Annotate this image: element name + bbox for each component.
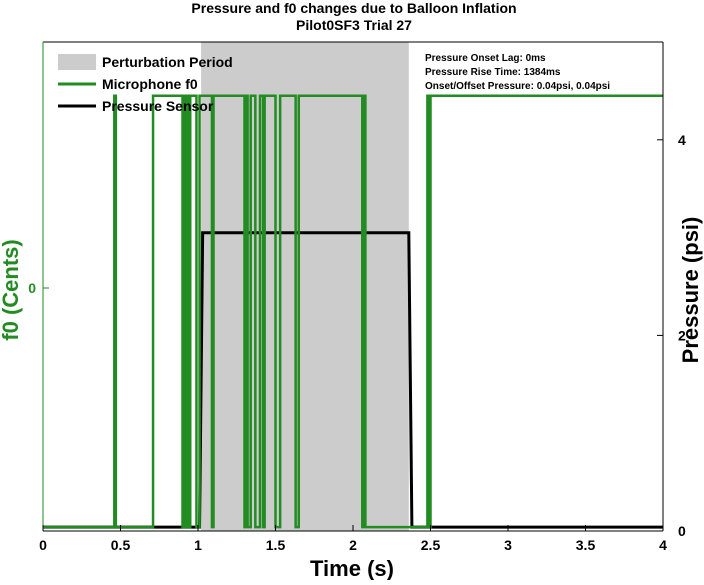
chart-subtitle: Pilot0SF3 Trial 27 — [296, 17, 412, 33]
legend-label: Microphone f0 — [102, 76, 198, 92]
x-tick-label: 0 — [39, 537, 47, 553]
x-axis-label: Time (s) — [310, 556, 394, 580]
x-tick-label: 0.5 — [111, 537, 131, 553]
chart-title: Pressure and f0 changes due to Balloon I… — [191, 0, 516, 16]
x-tick-label: 1 — [194, 537, 202, 553]
legend-label: Pressure Sensor — [102, 98, 214, 114]
right-axis-label: Pressure (psi) — [678, 217, 703, 364]
annotations: Pressure Onset Lag: 0ms Pressure Rise Tim… — [425, 53, 610, 92]
series-pressure-sensor — [43, 231, 663, 529]
legend-label: Perturbation Period — [102, 54, 233, 70]
annotation-text: Pressure Rise Time: 1384ms — [425, 67, 561, 78]
x-tick-label: 1.5 — [266, 537, 286, 553]
x-tick-label: 4 — [659, 537, 667, 553]
legend-swatch-perturbation — [58, 54, 96, 70]
annotation-text: Onset/Offset Pressure: 0.04psi, 0.04psi — [425, 81, 610, 92]
left-axis-label: f0 (Cents) — [0, 239, 23, 340]
x-tick-label: 2.5 — [421, 537, 441, 553]
legend: Perturbation Period Microphone f0 Pressure… — [58, 54, 233, 114]
right-tick-label: 2 — [678, 327, 686, 343]
left-tick-label: 0 — [28, 280, 36, 296]
right-tick-label: 4 — [678, 132, 686, 148]
x-tick-label: 3 — [504, 537, 512, 553]
right-tick-label: 0 — [678, 523, 686, 539]
series-layer — [43, 94, 663, 529]
perturbation-layer — [201, 42, 409, 531]
x-tick-label: 2 — [349, 537, 357, 553]
x-tick-label: 3.5 — [576, 537, 596, 553]
perturbation-span — [201, 42, 409, 531]
series-microphone-f0 — [43, 94, 663, 529]
annotation-text: Pressure Onset Lag: 0ms — [425, 53, 546, 64]
